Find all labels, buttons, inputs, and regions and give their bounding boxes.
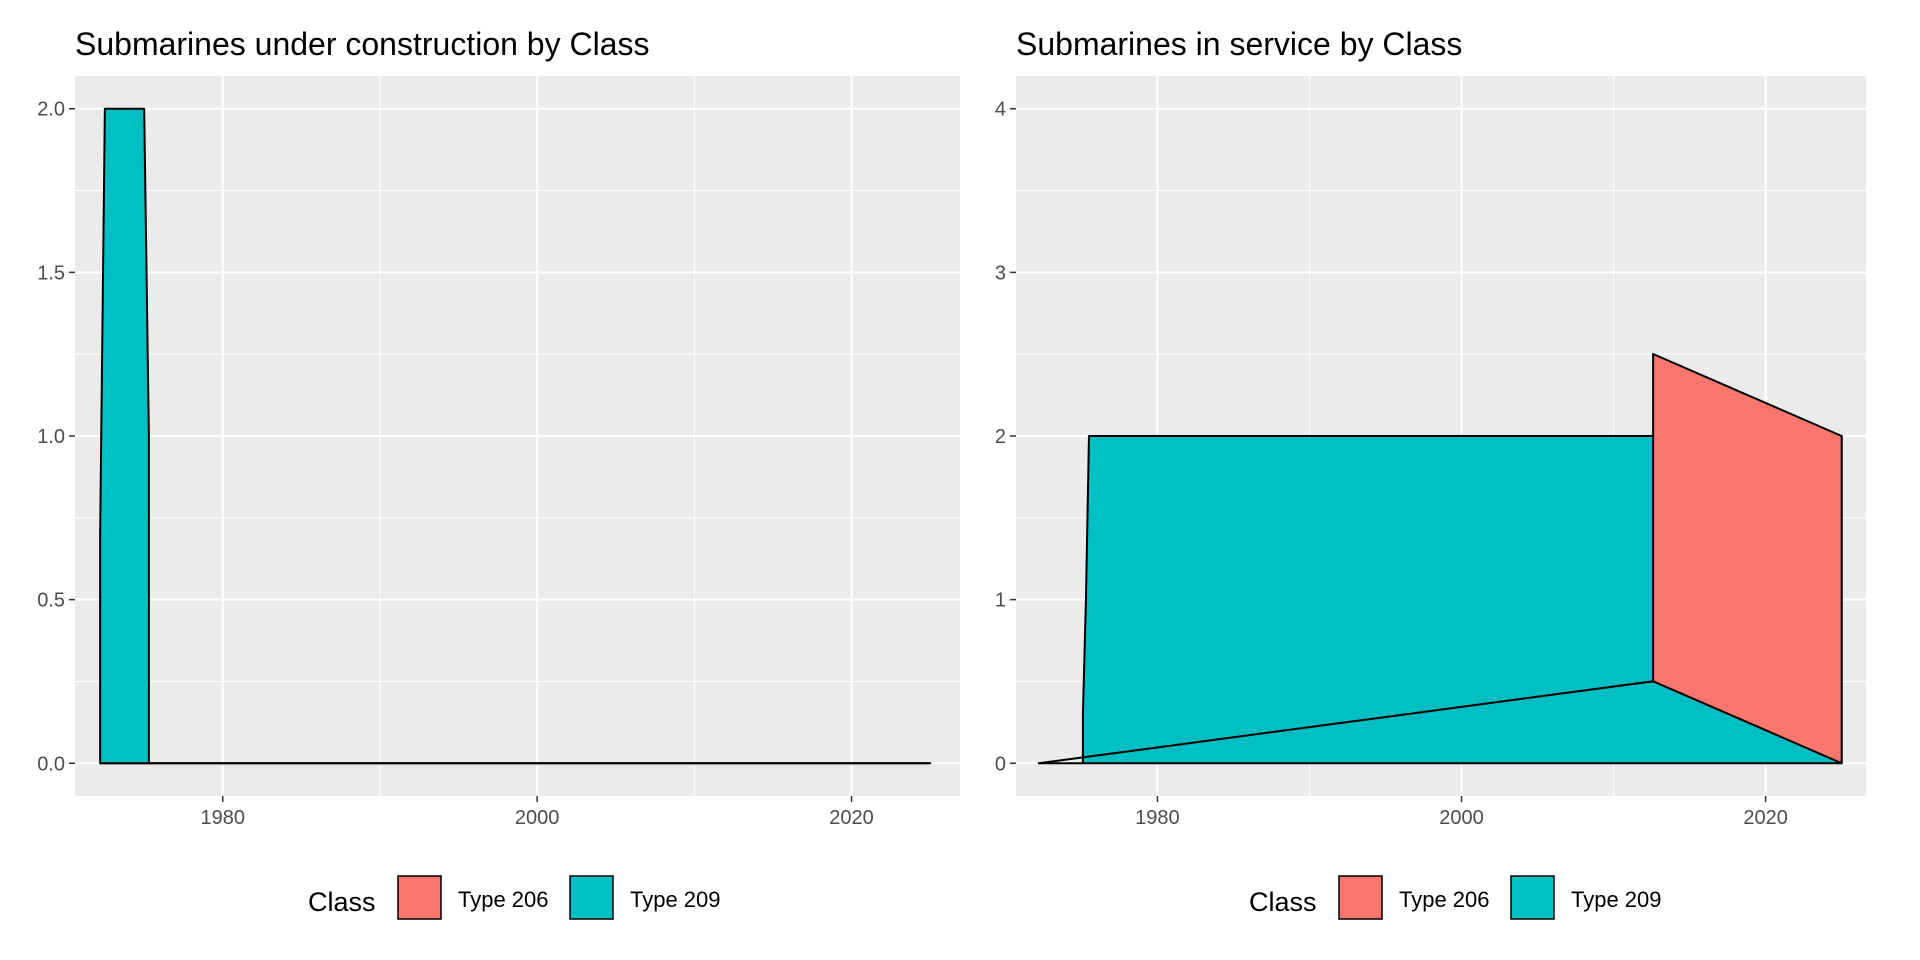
legend-title: Class	[1249, 887, 1317, 917]
y-tick-label: 1.0	[37, 426, 65, 448]
x-tick-label: 1980	[1135, 807, 1180, 829]
x-tick-label: 1980	[201, 807, 246, 829]
chart-title: Submarines under construction by Class	[75, 26, 650, 62]
y-tick-label: 4	[995, 99, 1006, 121]
legend-title: Class	[308, 887, 376, 917]
legend-label-type-206: Type 206	[458, 887, 549, 912]
y-tick-label: 2.0	[37, 99, 65, 121]
y-tick-label: 2	[995, 426, 1006, 448]
x-tick-label: 2020	[829, 807, 874, 829]
chart-under-construction: Submarines under construction by Class 0…	[37, 26, 960, 829]
y-tick-label: 0	[995, 753, 1006, 775]
legend-key-type-209	[1511, 876, 1554, 919]
legend-key-type-206	[398, 876, 441, 919]
legend-key-type-206	[1339, 876, 1382, 919]
legend-label-type-206: Type 206	[1399, 887, 1490, 912]
x-tick-label: 2000	[1439, 807, 1484, 829]
y-tick-label: 0.5	[37, 590, 65, 612]
chart-title: Submarines in service by Class	[1016, 26, 1462, 62]
legend-label-type-209: Type 209	[1571, 887, 1662, 912]
legend-key-type-209	[570, 876, 613, 919]
legend-label-type-209: Type 209	[630, 887, 721, 912]
chart-in-service: Submarines in service by Class 0 1 2 3 4 198…	[995, 26, 1866, 829]
y-tick-label: 3	[995, 262, 1006, 284]
x-tick-label: 2020	[1743, 807, 1788, 829]
x-tick-label: 2000	[515, 807, 560, 829]
y-tick-label: 1.5	[37, 262, 65, 284]
y-tick-label: 0.0	[37, 753, 65, 775]
y-tick-label: 1	[995, 590, 1006, 612]
